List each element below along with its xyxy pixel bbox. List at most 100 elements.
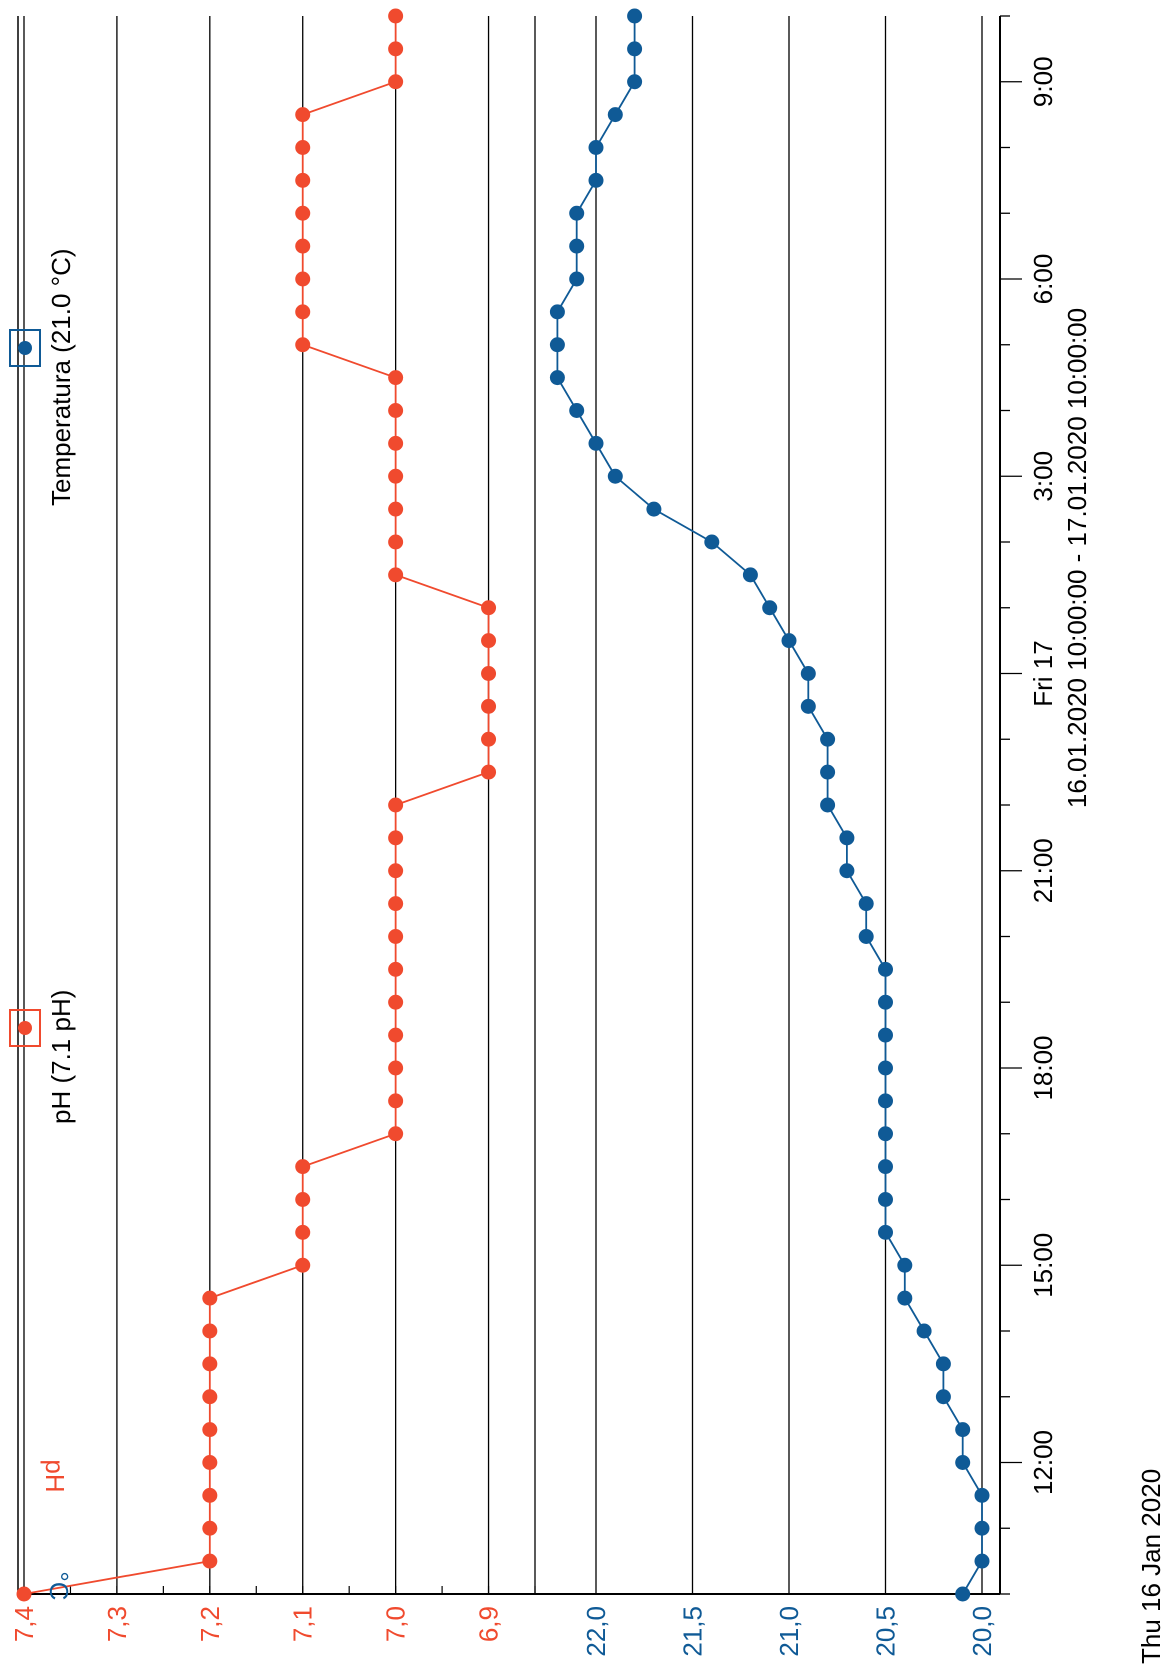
x-tick-label: 21:00 [1028,838,1058,903]
temperature-point [858,896,874,912]
x-tick-label: 3:00 [1028,451,1058,502]
ph-point [481,764,497,780]
ph-tick-label: 6,9 [474,1606,504,1642]
temperature-point [878,1192,893,1207]
ph-axis-title: pH [40,1459,70,1492]
x-tick-label: 15:00 [1028,1233,1058,1298]
series-layer [16,8,990,1602]
temperature-point [549,337,565,353]
ph-point [16,1586,32,1602]
legend-temperature-label: Temperatura (21.0 °C) [46,249,76,507]
temperature-point [878,1093,893,1109]
temperature-tick-label: 22,0 [581,1606,611,1657]
ph-line [23,16,490,1595]
ph-point [202,1487,218,1503]
temperature-point [935,1356,951,1372]
ph-tick-label: 7,0 [381,1606,411,1642]
temperature-point [569,403,585,418]
x-tick-label: Fri 17 [1028,640,1058,706]
ph-point [295,172,311,188]
ph-point [295,1257,311,1273]
ph-point [388,929,404,944]
temperature-tick-label: 20,5 [871,1606,901,1657]
ph-tick-label: 7,2 [195,1606,225,1642]
ph-point [388,1060,404,1076]
temperature-point [607,107,623,123]
temperature-point [569,238,585,254]
temperature-point [762,600,778,616]
temperature-point [974,1520,990,1536]
ph-point [202,1290,218,1306]
temperature-point [588,435,604,451]
ph-point [202,1455,218,1470]
ph-point [388,501,404,517]
temperature-point [820,764,836,780]
temperature-point [800,698,816,714]
temperature-point [569,271,585,287]
temperature-point [742,567,758,583]
temperature-point [955,1422,971,1438]
temperature-point [627,74,643,90]
temperature-point [897,1290,913,1306]
x-axis-start-label: Thu 16 Jan 2020 [1136,1469,1163,1664]
legend-ph-label: pH (7.1 pH) [46,990,76,1124]
ph-point [295,337,311,353]
ph-point [202,1520,218,1536]
ph-point [295,1192,311,1207]
ph-point [202,1422,218,1438]
legend-ph-marker [18,1021,32,1035]
ph-point [202,1356,218,1372]
temperature-point [781,633,797,649]
ph-point [388,863,404,879]
ph-point [388,403,404,418]
ph-point [388,961,404,977]
ph-point [202,1553,218,1569]
legend-temperature-swatch-box [9,329,41,367]
temperature-tick-label: 21,5 [678,1606,708,1657]
legend-item-ph: pH (7.1 pH) [9,990,76,1124]
temperature-point [916,1323,932,1339]
temperature-tick-label: 21,0 [774,1606,804,1657]
ph-point [388,1093,404,1109]
ph-tick-label: 7,4 [9,1606,39,1642]
ph-point [388,370,404,386]
temperature-point [627,8,643,24]
temperature-point [549,370,565,386]
ph-point [388,435,404,451]
temperature-point [627,41,643,57]
temperature-point [974,1553,990,1569]
axes: 6,9 7,0 7,1 7,2 7,3 7,4 20,0 20,5 21,0 21,5 22,0 12… [9,15,1058,1657]
x-tick-label: 12:00 [1028,1430,1058,1495]
ph-point [388,468,404,484]
temperature-line [556,16,983,1595]
ph-point [388,534,404,550]
temperature-point [646,501,662,517]
temperature-point [800,666,816,681]
temperature-point [878,1060,893,1076]
ph-tick-label: 7,3 [102,1606,132,1642]
temperature-axis-title: °C [44,1571,74,1600]
temperature-point [820,797,836,813]
legend-item-temperature: Temperatura (21.0 °C) [9,249,76,507]
ph-point [481,698,497,714]
temperature-point [878,1027,893,1043]
temperature-point [955,1455,971,1470]
ph-point [295,1159,311,1175]
temperature-point [569,205,585,221]
gridlines [23,16,983,1594]
ph-point [202,1389,218,1405]
ph-point [388,994,404,1010]
ph-point [481,666,497,681]
temperature-point [588,140,604,155]
ph-point [388,1027,404,1043]
temperature-point [820,731,836,747]
ph-point [388,41,404,57]
temperature-point [878,1224,893,1240]
temperature-point [839,863,855,879]
temperature-point [878,1159,893,1175]
legend: pH (7.1 pH) Temperatura (21.0 °C) [9,249,76,1124]
ph-point [481,731,497,747]
ph-point [388,830,404,846]
